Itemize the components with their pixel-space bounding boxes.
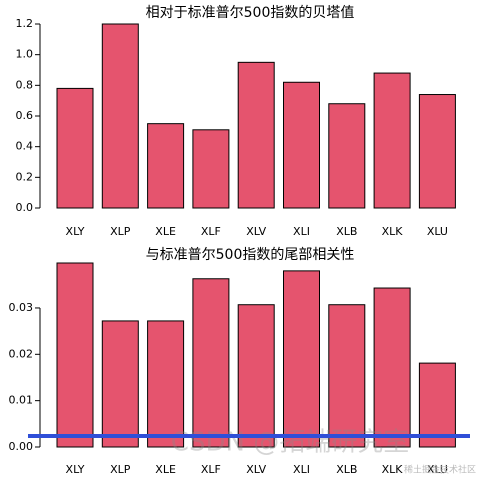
x-tick-label: XLY <box>66 225 85 238</box>
bar <box>373 287 411 448</box>
x-tick-label: XLK <box>382 463 404 476</box>
bar <box>192 129 230 209</box>
bar <box>328 304 366 448</box>
bar <box>192 278 230 448</box>
chart-title: 相对于标准普尔500指数的贝塔值 <box>146 5 355 21</box>
bar <box>283 270 320 448</box>
x-tick-label: XLE <box>155 463 176 476</box>
bar <box>418 362 456 448</box>
bar <box>147 320 185 448</box>
y-tick-label: 1.2 <box>16 17 34 30</box>
y-tick-label: 0.0 <box>16 201 34 214</box>
y-tick-label: 0.02 <box>9 347 34 360</box>
y-tick-label: 0.6 <box>16 109 34 122</box>
y-tick-label: 0.8 <box>16 78 34 91</box>
x-tick-label: XLB <box>336 463 357 476</box>
bar <box>56 262 94 448</box>
y-tick-label: 1.0 <box>16 48 34 61</box>
bar <box>237 304 275 448</box>
x-tick-label: XLY <box>66 463 85 476</box>
chart-title: 与标准普尔500指数的尾部相关性 <box>146 247 355 263</box>
x-tick-label: XLF <box>201 225 221 238</box>
bar <box>373 72 411 209</box>
bar <box>237 61 275 209</box>
x-tick-label: XLU <box>427 225 448 238</box>
x-tick-label: XLP <box>110 463 131 476</box>
y-tick-label: 0.00 <box>9 440 34 453</box>
bar <box>147 123 185 209</box>
x-tick-label: XLK <box>382 225 404 238</box>
x-tick-label: XLI <box>293 463 310 476</box>
y-tick-label: 0.2 <box>16 170 34 183</box>
y-tick-label: 0.01 <box>9 394 34 407</box>
y-tick-label: 0.4 <box>16 140 34 153</box>
x-tick-label: XLU <box>427 463 448 476</box>
bar <box>101 320 139 448</box>
bar <box>328 103 366 209</box>
x-tick-label: XLV <box>246 225 266 238</box>
x-tick-label: XLI <box>293 225 310 238</box>
watermark: CSDN @拓端研究室 <box>171 428 409 458</box>
x-tick-label: XLF <box>201 463 221 476</box>
y-tick-label: 0.03 <box>9 301 34 314</box>
bar <box>101 23 139 209</box>
x-tick-label: XLB <box>336 225 357 238</box>
bar <box>56 87 94 209</box>
bar <box>418 94 456 209</box>
x-tick-label: XLP <box>110 225 131 238</box>
footer-mark: 稀土掘金技术社区 <box>404 464 476 476</box>
x-tick-label: XLE <box>155 225 176 238</box>
bar <box>283 81 320 209</box>
x-tick-label: XLV <box>246 463 266 476</box>
